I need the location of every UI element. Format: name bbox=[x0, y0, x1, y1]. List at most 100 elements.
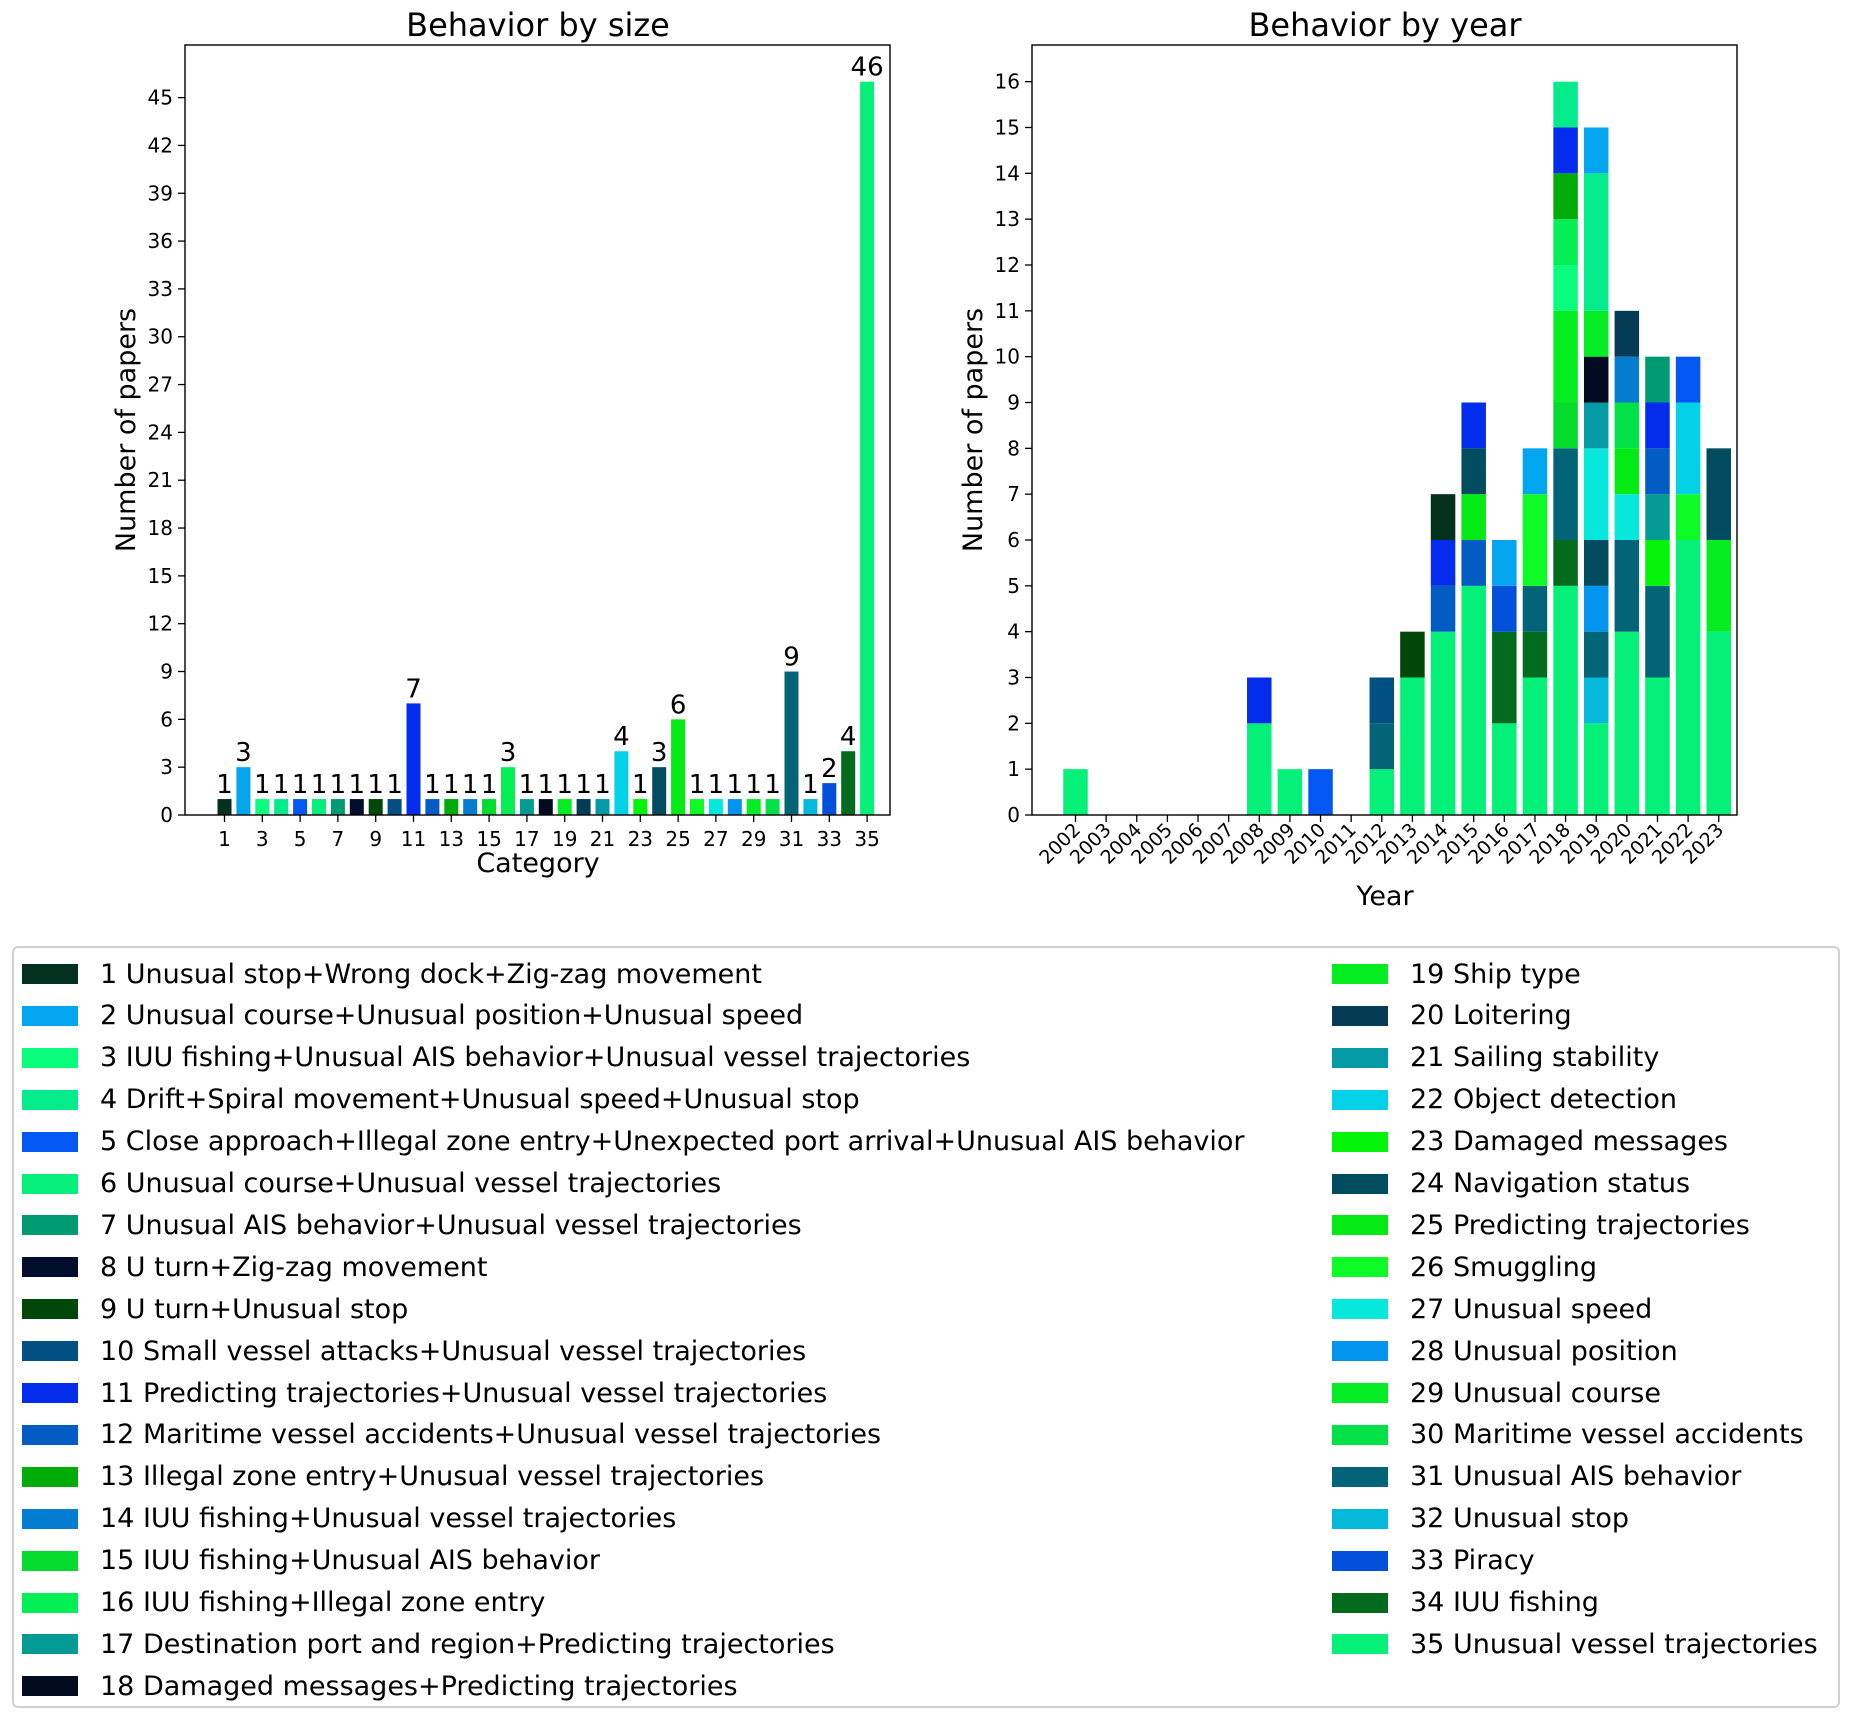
size-bar-label-18: 1 bbox=[538, 770, 555, 800]
year-bar-2012-cat-35 bbox=[1369, 769, 1395, 815]
legend-label: 3 IUU fishing+Unusual AIS behavior+Unusu… bbox=[100, 1042, 971, 1074]
legend-item: 10 Small vessel attacks+Unusual vessel t… bbox=[22, 1331, 806, 1371]
year-bar-2019-cat-24 bbox=[1583, 540, 1609, 586]
year-bar-2002-cat-35 bbox=[1063, 769, 1088, 815]
year-ytick-label: 14 bbox=[995, 161, 1020, 185]
legend-label: 24 Navigation status bbox=[1410, 1168, 1691, 1199]
legend-swatch bbox=[1332, 1047, 1388, 1068]
legend: 1 Unusual stop+Wrong dock+Zig-zag moveme… bbox=[12, 946, 1840, 1708]
year-ytick-label: 6 bbox=[1007, 528, 1020, 552]
size-bar-29 bbox=[746, 799, 761, 815]
size-bar-5 bbox=[293, 799, 308, 815]
legend-swatch bbox=[1332, 1383, 1388, 1403]
legend-item: 31 Unusual AIS behavior bbox=[1332, 1457, 1741, 1497]
legend-swatch bbox=[22, 1592, 78, 1613]
size-bar-27 bbox=[708, 799, 723, 815]
legend-label: 20 Loitering bbox=[1410, 1000, 1572, 1032]
size-bar-label-22: 4 bbox=[613, 722, 630, 752]
year-bar-2020-cat-30 bbox=[1614, 402, 1640, 449]
size-bar-label-15: 1 bbox=[481, 770, 498, 800]
legend-swatch bbox=[22, 1257, 78, 1278]
size-xtick-label: 21 bbox=[590, 827, 615, 851]
size-ytick-label: 36 bbox=[148, 229, 173, 253]
year-bar-2012-cat-10 bbox=[1369, 677, 1395, 724]
year-bar-2018-cat-3 bbox=[1553, 265, 1578, 311]
legend-item: 8 U turn+Zig-zag movement bbox=[22, 1247, 488, 1287]
legend-swatch bbox=[22, 1215, 78, 1236]
year-bar-2016-cat-35 bbox=[1492, 723, 1517, 815]
year-bar-2016-cat-33 bbox=[1492, 585, 1517, 632]
year-bar-2021-cat-23 bbox=[1645, 540, 1670, 586]
size-bar-label-7: 1 bbox=[330, 770, 347, 800]
size-bar-label-26: 1 bbox=[689, 770, 706, 800]
year-bar-2016-cat-34 bbox=[1492, 631, 1517, 724]
size-bar-35 bbox=[860, 81, 875, 815]
legend-swatch bbox=[22, 1173, 78, 1194]
size-bar-label-28: 1 bbox=[727, 770, 744, 800]
year-ytick-label: 4 bbox=[1007, 620, 1020, 644]
legend-item: 14 IUU fishing+Unusual vessel trajectori… bbox=[22, 1499, 676, 1539]
size-bar-label-16: 3 bbox=[500, 738, 517, 768]
size-bar-label-31: 9 bbox=[783, 643, 800, 673]
legend-item: 3 IUU fishing+Unusual AIS behavior+Unusu… bbox=[22, 1038, 970, 1078]
year-ytick-label: 12 bbox=[995, 253, 1020, 277]
year-bar-2008-cat-35 bbox=[1247, 723, 1272, 815]
size-xtick-label: 9 bbox=[369, 827, 382, 851]
year-bar-2015-cat-12 bbox=[1461, 540, 1486, 586]
size-bar-16 bbox=[501, 767, 515, 815]
legend-label: 30 Maritime vessel accidents bbox=[1410, 1419, 1804, 1451]
year-ytick-label: 0 bbox=[1007, 803, 1020, 827]
size-bar-34 bbox=[841, 751, 856, 815]
year-bar-2015-cat-24 bbox=[1461, 448, 1486, 495]
legend-swatch bbox=[1332, 1634, 1388, 1655]
legend-label: 31 Unusual AIS behavior bbox=[1410, 1461, 1742, 1493]
year-ytick-label: 10 bbox=[995, 345, 1020, 369]
year-bar-2018-cat-11 bbox=[1553, 127, 1578, 174]
legend-item: 16 IUU fishing+Illegal zone entry bbox=[22, 1583, 545, 1623]
year-bar-2018-cat-16 bbox=[1553, 219, 1578, 265]
legend-item: 21 Sailing stability bbox=[1332, 1038, 1659, 1078]
year-ytick-label: 5 bbox=[1007, 574, 1020, 598]
legend-swatch bbox=[1332, 1508, 1388, 1529]
year-bar-2018-cat-35 bbox=[1553, 585, 1578, 815]
size-bar-28 bbox=[727, 799, 742, 815]
legend-swatch bbox=[1332, 1341, 1388, 1362]
legend-item: 32 Unusual stop bbox=[1332, 1499, 1629, 1539]
legend-label: 6 Unusual course+Unusual vessel trajecto… bbox=[100, 1168, 722, 1199]
year-bar-2017-cat-31 bbox=[1522, 585, 1548, 632]
legend-item: 28 Unusual position bbox=[1332, 1331, 1678, 1371]
legend-item: 7 Unusual AIS behavior+Unusual vessel tr… bbox=[22, 1205, 802, 1245]
chart1-ylabel: Number of papers bbox=[111, 308, 142, 552]
legend-label: 25 Predicting trajectories bbox=[1410, 1209, 1750, 1241]
size-bar-label-12: 1 bbox=[424, 770, 441, 800]
legend-label: 35 Unusual vessel trajectories bbox=[1410, 1628, 1818, 1660]
chart1-xlabel: Category bbox=[476, 848, 599, 879]
year-bar-2021-cat-7 bbox=[1645, 356, 1670, 403]
legend-item: 30 Maritime vessel accidents bbox=[1332, 1415, 1804, 1455]
legend-label: 4 Drift+Spiral movement+Unusual speed+Un… bbox=[100, 1084, 860, 1116]
year-ytick-label: 1 bbox=[1007, 757, 1020, 781]
legend-label: 32 Unusual stop bbox=[1410, 1503, 1630, 1535]
year-bar-2019-cat-18 bbox=[1583, 356, 1609, 403]
size-ytick-label: 9 bbox=[160, 660, 173, 684]
size-xtick-label: 5 bbox=[294, 827, 307, 851]
year-ytick-label: 13 bbox=[995, 207, 1020, 231]
legend-swatch bbox=[1332, 1005, 1388, 1026]
legend-label: 22 Object detection bbox=[1410, 1084, 1677, 1116]
size-bar-4 bbox=[274, 799, 289, 815]
legend-swatch bbox=[22, 1005, 78, 1026]
size-xtick-label: 19 bbox=[552, 827, 577, 851]
year-bar-2021-cat-11 bbox=[1645, 402, 1670, 449]
size-xtick-label: 7 bbox=[332, 827, 345, 851]
size-bar-label-1: 1 bbox=[216, 770, 233, 800]
year-bar-2019-cat-32 bbox=[1583, 677, 1609, 724]
year-bar-2023-cat-35 bbox=[1706, 631, 1731, 815]
legend-item: 25 Predicting trajectories bbox=[1332, 1205, 1750, 1245]
size-bar-12 bbox=[425, 799, 440, 815]
legend-swatch bbox=[1332, 1089, 1388, 1110]
legend-swatch bbox=[22, 1299, 78, 1320]
size-bar-label-34: 4 bbox=[840, 722, 857, 752]
size-ytick-label: 33 bbox=[148, 277, 173, 301]
legend-swatch bbox=[22, 1131, 78, 1152]
legend-label: 33 Piracy bbox=[1410, 1545, 1535, 1577]
